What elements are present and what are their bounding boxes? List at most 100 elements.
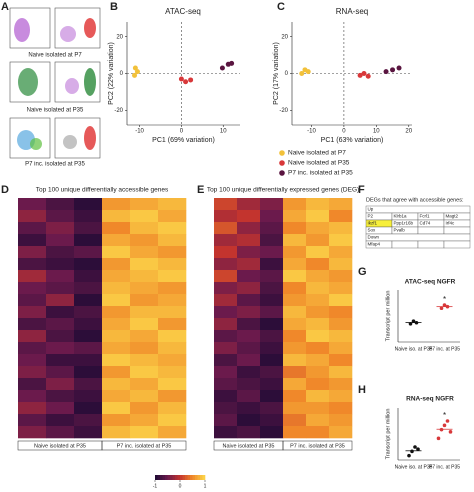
heatmap-cell [306, 246, 330, 259]
heatmap-cell [74, 342, 103, 355]
heatmap-cell [18, 330, 47, 343]
heatmap-cell [158, 198, 187, 211]
chart-title: RNA-seq [336, 7, 368, 16]
heatmap-cell [329, 294, 353, 307]
x-tick-label: 10 [373, 129, 380, 135]
point [396, 65, 402, 71]
colorbar-step [157, 475, 161, 480]
colorbar-step [155, 475, 158, 480]
table-text: Fcrl1 [420, 214, 430, 219]
heatmap-cell [74, 414, 103, 427]
heatmap-cell [329, 270, 353, 283]
point [299, 71, 305, 76]
heatmap-cell [130, 282, 159, 295]
heatmap-cell [18, 222, 47, 235]
heatmap-cell [260, 282, 284, 295]
y-tick-label: 0 [285, 71, 289, 77]
colorbar-step [172, 475, 176, 480]
heatmap-cell [130, 306, 159, 319]
heatmap-cell [74, 402, 103, 415]
heatmap-cell [260, 306, 284, 319]
heatmap-cell [214, 282, 238, 295]
heatmap-cell [237, 342, 261, 355]
heatmap-cell [329, 402, 353, 415]
table-text: Ikzf1 [368, 221, 378, 226]
point [305, 69, 311, 75]
heatmap-cell [306, 426, 330, 439]
heatmap-cell [306, 258, 330, 271]
heatmap-cell [18, 402, 47, 415]
chart-title: ATAC-seq NGFR [405, 279, 456, 286]
heatmap-cell [102, 342, 131, 355]
panel-label: G [358, 266, 367, 278]
heatmap-cell [329, 354, 353, 367]
heatmap-cell [130, 330, 159, 343]
heatmap-cell [283, 342, 307, 355]
colorbar-label: 1 [204, 483, 207, 489]
legend-swatch [279, 170, 285, 176]
heatmap-cell [74, 246, 103, 259]
table-text: Sox [368, 228, 377, 233]
heatmap-cell [130, 354, 159, 367]
panel-label: A [1, 1, 9, 13]
legend-label: P7 inc. isolated at P35 [288, 170, 353, 177]
heatmap-cell [46, 282, 75, 295]
heatmap-cell [306, 198, 330, 211]
legend-swatch [279, 150, 285, 156]
heatmap-cell [102, 414, 131, 427]
table-cell [365, 205, 471, 214]
table-text: Pvalb [394, 228, 406, 233]
colorbar-label: -1 [153, 483, 158, 489]
heatmap-cell [214, 258, 238, 271]
heatmap-cell [214, 390, 238, 403]
flow-label: Naive isolated at P7 [28, 53, 82, 59]
y-axis-label: Transcript per million [385, 409, 391, 460]
heatmap-cell [329, 282, 353, 295]
heatmap-cell [260, 330, 284, 343]
chart-title: ATAC-seq [165, 7, 201, 16]
colorbar-step [190, 475, 193, 480]
y-tick-label: 20 [281, 34, 288, 40]
heatmap-cell [237, 234, 261, 247]
table-cell [417, 226, 445, 235]
heatmap-cell [74, 390, 103, 403]
heatmap-cell [46, 234, 75, 247]
heatmap-cell [329, 378, 353, 391]
heatmap-cell [306, 378, 330, 391]
heatmap-cell [158, 282, 187, 295]
heatmap-cell [46, 198, 75, 211]
heatmap-cell [283, 390, 307, 403]
heatmap-cell [306, 282, 330, 295]
heatmap-cell [283, 318, 307, 331]
heatmap-cell [214, 210, 238, 223]
heatmap-cell [74, 306, 103, 319]
heatmap-cell [102, 282, 131, 295]
heatmap-cell [306, 330, 330, 343]
heatmap-cell [102, 198, 131, 211]
heatmap-cell [74, 258, 103, 271]
heatmap-cell [130, 426, 159, 439]
heatmap-cell [74, 294, 103, 307]
colorbar-step [175, 475, 178, 480]
heatmap-cell [214, 198, 238, 211]
heatmap-cell [329, 198, 353, 211]
heatmap-cell [46, 378, 75, 391]
heatmap-cell [283, 330, 307, 343]
heatmap-cell [237, 414, 261, 427]
heatmap-cell [158, 402, 187, 415]
heatmap-cell [283, 246, 307, 259]
heatmap-cell [18, 234, 47, 247]
heatmap-cell [237, 330, 261, 343]
table-text: Ppp1r16b [394, 221, 414, 226]
heatmap-cell [283, 222, 307, 235]
point [383, 69, 389, 75]
heatmap-cell [329, 342, 353, 355]
heatmap-cell [18, 282, 47, 295]
colorbar-step [165, 475, 168, 480]
heatmap-cell [237, 210, 261, 223]
heatmap-cell [74, 330, 103, 343]
heatmap-cell [237, 198, 261, 211]
x-tick-label: 0 [342, 129, 346, 135]
heatmap-cell [260, 222, 284, 235]
heatmap-cell [158, 426, 187, 439]
